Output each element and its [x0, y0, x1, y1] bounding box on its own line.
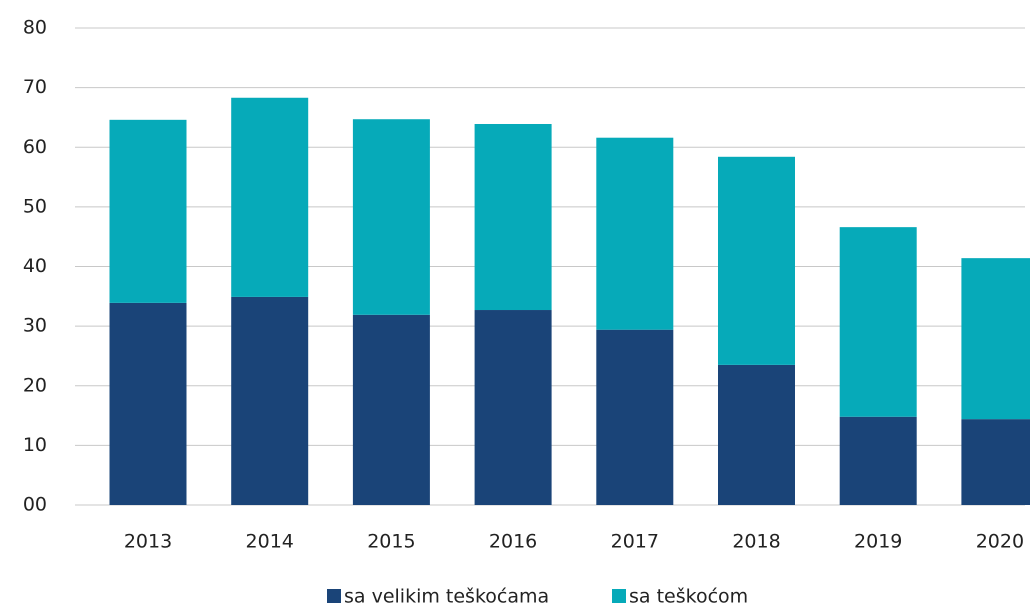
legend-swatch — [327, 589, 341, 603]
bar-segment — [961, 258, 1030, 420]
bar-segment — [109, 302, 187, 505]
x-tick-label: 2016 — [489, 531, 537, 553]
bar-segment — [231, 296, 309, 505]
legend-swatch — [612, 589, 626, 603]
y-tick-label: 70 — [23, 76, 47, 98]
x-tick-label: 2018 — [732, 531, 780, 553]
x-tick-label: 2013 — [124, 531, 172, 553]
legend-label: sa velikim teškoćama — [344, 586, 549, 608]
legend-label: sa teškoćom — [629, 586, 748, 608]
bar-segment — [961, 419, 1030, 505]
y-tick-label: 00 — [23, 494, 47, 516]
bar-segment — [352, 314, 430, 505]
bar-segment — [718, 364, 795, 505]
y-tick-label: 10 — [23, 434, 47, 456]
x-tick-label: 2015 — [367, 531, 415, 553]
bar-segment — [109, 119, 187, 303]
y-tick-label: 20 — [23, 374, 47, 396]
y-tick-label: 60 — [23, 136, 47, 158]
bar-segment — [474, 123, 552, 311]
y-tick-label: 80 — [23, 17, 47, 39]
x-tick-label: 2019 — [854, 531, 902, 553]
bar-segment — [596, 329, 674, 505]
y-tick-label: 30 — [23, 315, 47, 337]
bar-segment — [231, 97, 309, 297]
bar-segment — [839, 227, 917, 417]
y-tick-label: 40 — [23, 255, 47, 277]
bar-segment — [596, 137, 674, 330]
y-tick-label: 50 — [23, 195, 47, 217]
x-tick-label: 2014 — [246, 531, 294, 553]
bar-segment — [352, 119, 430, 315]
bar-segment — [718, 156, 795, 365]
x-tick-label: 2020 — [976, 531, 1024, 553]
bar-segment — [474, 310, 552, 505]
bar-segment — [839, 416, 917, 505]
x-tick-label: 2017 — [611, 531, 659, 553]
